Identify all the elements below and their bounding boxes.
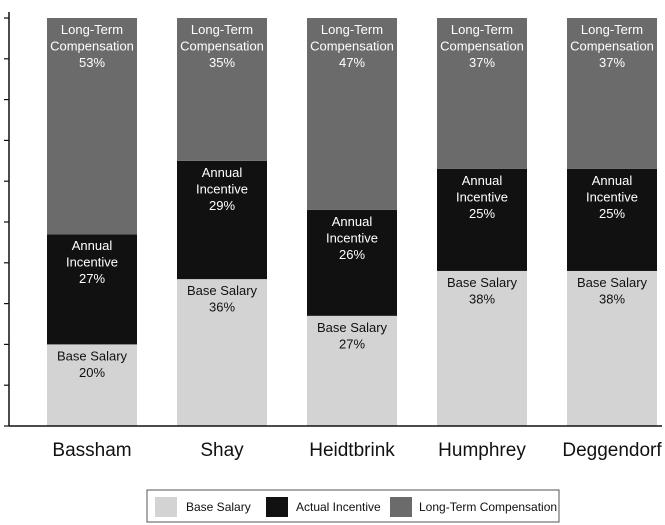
segment-label-actual-incentive-deggendorf: Annual xyxy=(592,173,633,188)
segment-label-long-term-compensation-bassham: Compensation xyxy=(50,39,134,54)
bar-base-salary-humphrey xyxy=(437,270,527,426)
segment-label-long-term-compensation-bassham: Long-Term xyxy=(61,22,123,37)
bar-long-term-compensation-deggendorf xyxy=(567,18,657,169)
segment-label-long-term-compensation-heidtbrink: Compensation xyxy=(310,39,394,54)
x-tick-label-shay: Shay xyxy=(200,440,244,461)
legend-box xyxy=(146,489,560,523)
legend-swatch-actual-incentive xyxy=(266,497,288,517)
data-label-base-salary-deggendorf: 38% xyxy=(599,291,625,306)
segment-label-long-term-compensation-humphrey: Compensation xyxy=(440,39,524,54)
bar-base-salary-heidtbrink xyxy=(307,315,397,426)
segment-label-long-term-compensation-shay: Compensation xyxy=(180,39,264,54)
legend: Base Salary Actual Incentive Long-Term Com… xyxy=(146,489,560,523)
bar-base-salary-shay xyxy=(177,279,267,426)
legend-label-actual-incentive: Actual Incentive xyxy=(296,500,381,514)
bar-base-salary-bassham xyxy=(47,344,137,426)
segment-label-long-term-compensation-deggendorf: Compensation xyxy=(570,39,654,54)
legend-swatch-base-salary xyxy=(155,497,177,517)
segment-label-actual-incentive-heidtbrink: Incentive xyxy=(326,230,378,245)
data-label-actual-incentive-humphrey: 25% xyxy=(469,206,495,221)
segment-label-base-salary-deggendorf: Base Salary xyxy=(577,275,648,290)
segment-label-actual-incentive-deggendorf: Incentive xyxy=(586,189,638,204)
data-label-long-term-compensation-shay: 35% xyxy=(209,55,235,70)
bar-long-term-compensation-heidtbrink xyxy=(307,18,397,210)
segment-label-base-salary-humphrey: Base Salary xyxy=(447,275,518,290)
segment-label-actual-incentive-shay: Incentive xyxy=(196,181,248,196)
data-label-long-term-compensation-humphrey: 37% xyxy=(469,55,495,70)
segment-label-long-term-compensation-humphrey: Long-Term xyxy=(451,22,513,37)
data-label-actual-incentive-shay: 29% xyxy=(209,198,235,213)
bar-actual-incentive-humphrey xyxy=(437,168,527,271)
segment-label-long-term-compensation-deggendorf: Long-Term xyxy=(581,22,643,37)
segment-label-long-term-compensation-shay: Long-Term xyxy=(191,22,253,37)
segment-label-base-salary-bassham: Base Salary xyxy=(57,348,128,363)
axes-layer xyxy=(4,12,662,427)
data-label-base-salary-humphrey: 38% xyxy=(469,291,495,306)
data-label-actual-incentive-bassham: 27% xyxy=(79,271,105,286)
legend-label-base-salary: Base Salary xyxy=(186,500,251,514)
data-label-long-term-compensation-heidtbrink: 47% xyxy=(339,55,365,70)
bar-base-salary-deggendorf xyxy=(567,270,657,426)
segment-label-actual-incentive-bassham: Annual xyxy=(72,238,113,253)
bars-layer: Base Salary20%AnnualIncentive27%Long-Ter… xyxy=(47,18,657,426)
legend-swatch-long-term-compensation xyxy=(390,497,412,517)
bar-actual-incentive-deggendorf xyxy=(567,168,657,271)
bar-actual-incentive-heidtbrink xyxy=(307,209,397,316)
bar-actual-incentive-shay xyxy=(177,160,267,280)
data-label-base-salary-bassham: 20% xyxy=(79,365,105,380)
x-tick-label-heidtbrink: Heidtbrink xyxy=(309,440,395,461)
segment-label-actual-incentive-heidtbrink: Annual xyxy=(332,214,373,229)
legend-label-long-term-compensation: Long-Term Compensation xyxy=(419,500,557,514)
data-label-long-term-compensation-bassham: 53% xyxy=(79,55,105,70)
data-label-actual-incentive-deggendorf: 25% xyxy=(599,206,625,221)
bar-long-term-compensation-bassham xyxy=(47,18,137,235)
segment-label-actual-incentive-bassham: Incentive xyxy=(66,255,118,270)
x-tick-label-deggendorf: Deggendorf xyxy=(562,440,662,461)
segment-label-base-salary-heidtbrink: Base Salary xyxy=(317,320,388,335)
bar-actual-incentive-bassham xyxy=(47,234,137,345)
bar-long-term-compensation-humphrey xyxy=(437,18,527,169)
segment-label-actual-incentive-shay: Annual xyxy=(202,165,243,180)
x-tick-label-bassham: Bassham xyxy=(52,440,131,461)
data-label-base-salary-shay: 36% xyxy=(209,300,235,315)
data-label-actual-incentive-heidtbrink: 26% xyxy=(339,247,365,262)
data-label-long-term-compensation-deggendorf: 37% xyxy=(599,55,625,70)
data-label-base-salary-heidtbrink: 27% xyxy=(339,336,365,351)
segment-label-base-salary-shay: Base Salary xyxy=(187,283,258,298)
category-labels: Bassham Shay Heidtbrink Humphrey Deggendorf xyxy=(52,440,662,461)
x-tick-label-humphrey: Humphrey xyxy=(438,440,526,461)
segment-label-actual-incentive-humphrey: Incentive xyxy=(456,189,508,204)
bar-long-term-compensation-shay xyxy=(177,18,267,161)
segment-label-long-term-compensation-heidtbrink: Long-Term xyxy=(321,22,383,37)
segment-label-actual-incentive-humphrey: Annual xyxy=(462,173,503,188)
